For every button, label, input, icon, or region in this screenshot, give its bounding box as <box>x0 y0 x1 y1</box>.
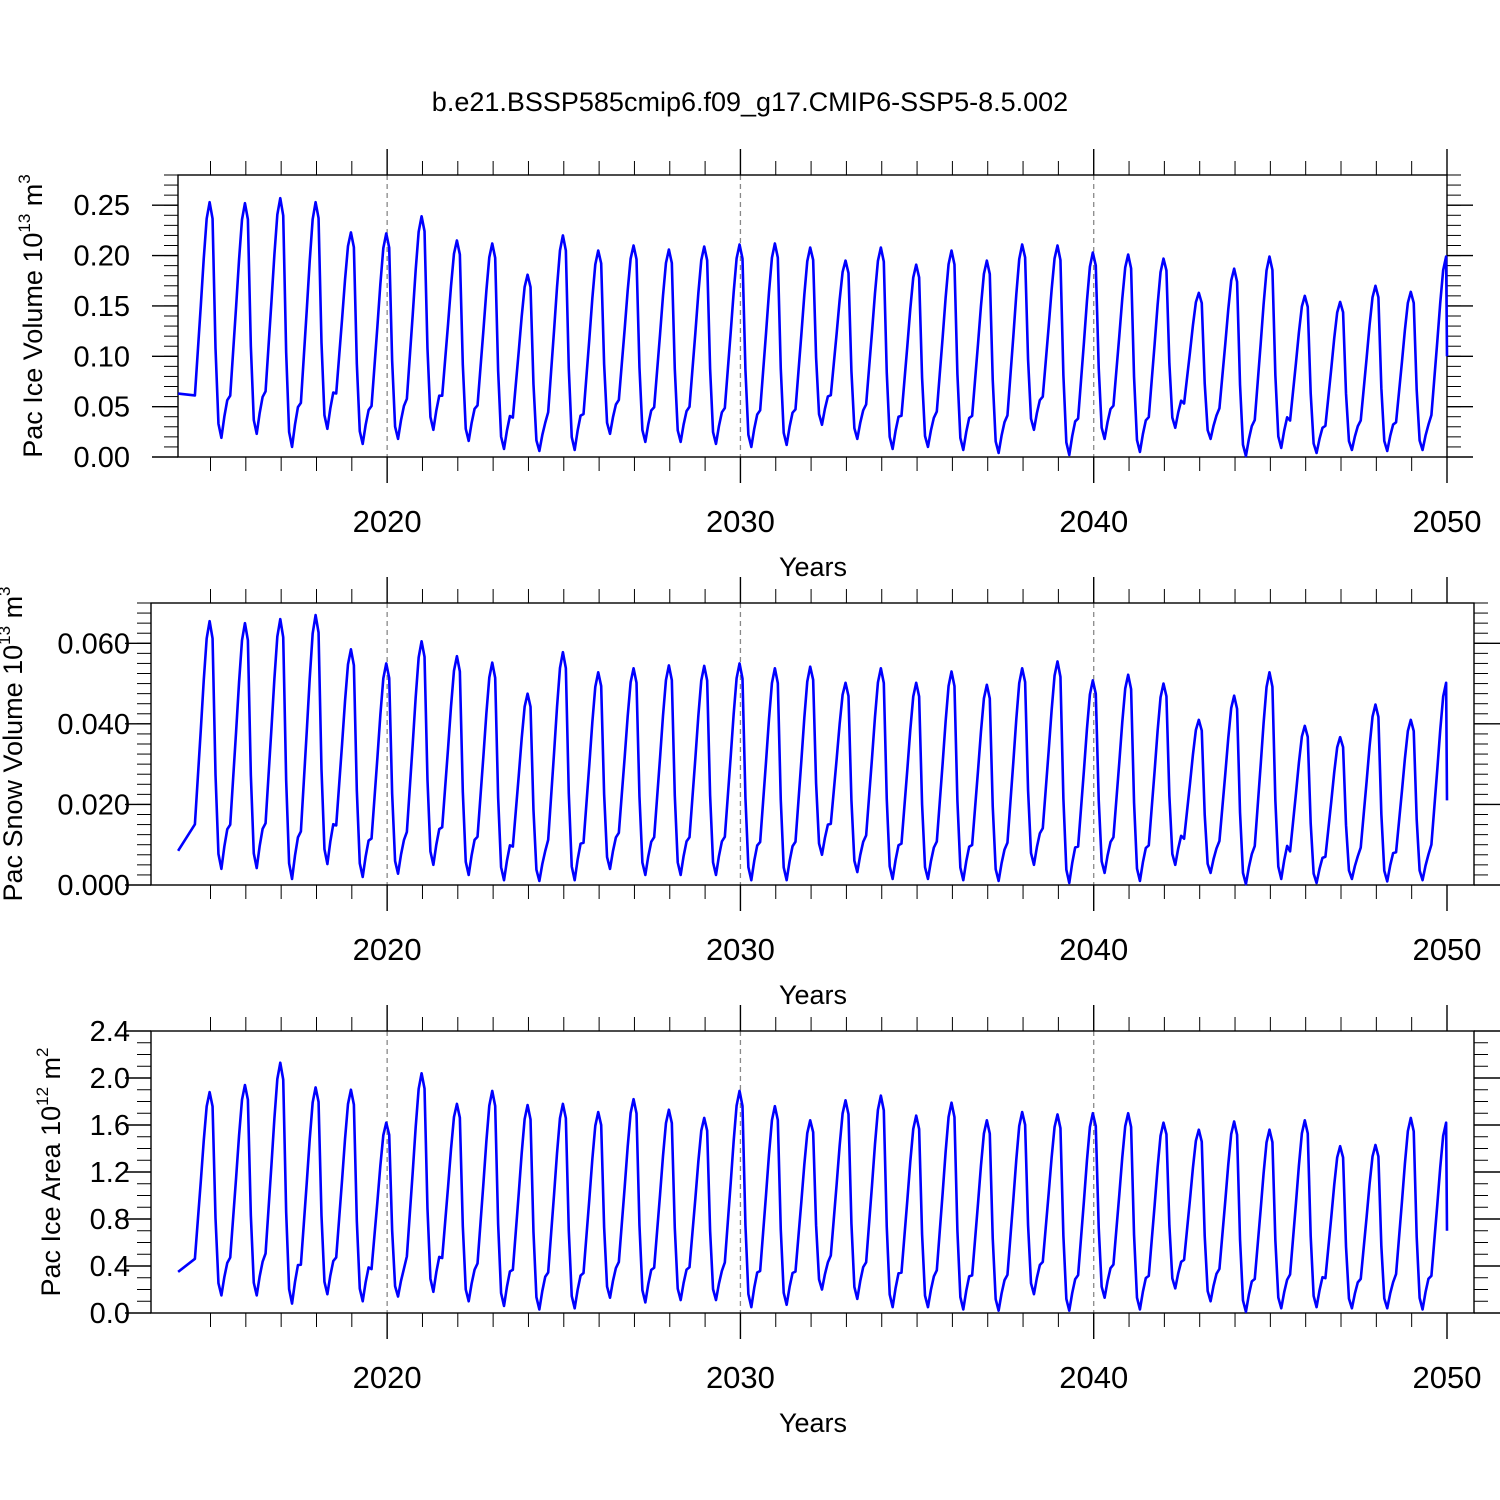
y-tick-label: 0.8 <box>90 1204 130 1236</box>
series-line <box>177 196 1449 458</box>
y-tick-label: 2.4 <box>90 1016 130 1048</box>
panels: 0.00 0.05 0.10 0.15 0.20 0.25 2020 2030 2040 2050… <box>0 149 1500 1438</box>
x-tick-label: 2050 <box>1413 1360 1482 1395</box>
y-axis-label-unit-exponent: 2 <box>33 1047 52 1056</box>
y-tick-label: 0.4 <box>90 1251 130 1283</box>
y-axis-label-unit-exponent: 3 <box>0 586 14 595</box>
y-axis-label-exponent: 13 <box>15 214 34 233</box>
y-tick-label: 0.000 <box>57 870 130 902</box>
x-axis-label: Years <box>779 1408 847 1438</box>
y-axis-label-unit: m <box>0 596 28 626</box>
y-tick-label: 1.6 <box>90 1110 130 1142</box>
x-axis-label: Years <box>779 980 847 1010</box>
y-tick-label: 2.0 <box>90 1063 130 1095</box>
plot-frame <box>150 1030 1475 1314</box>
y-axis-label-main: Pac Ice Area 10 <box>36 1106 66 1297</box>
y-axis-label-unit: m <box>18 184 48 214</box>
y-axis-label-main: Pac Ice Volume 10 <box>18 233 48 458</box>
x-tick-label: 2040 <box>1059 932 1128 967</box>
y-tick-label: 0.040 <box>57 709 130 741</box>
y-tick-label: 0.05 <box>74 392 130 424</box>
x-tick-label: 2030 <box>706 504 775 539</box>
chart-panel-2: 0.000 0.020 0.040 0.060 2020 2030 2040 2050 Year… <box>0 577 1500 1010</box>
x-tick-label: 2050 <box>1413 504 1482 539</box>
series-line <box>177 1061 1449 1314</box>
x-axis-label: Years <box>779 552 847 582</box>
x-tick-label: 2020 <box>353 504 422 539</box>
y-tick-label: 0.020 <box>57 789 130 821</box>
y-tick-label: 1.2 <box>90 1157 130 1189</box>
y-tick-label: 0.00 <box>74 442 130 474</box>
chart-panel-3: 0.0 0.4 0.8 1.2 1.6 2.0 2.4 2020 2030 2040 2050 Yea… <box>33 1005 1500 1438</box>
chart-panel-1: 0.00 0.05 0.10 0.15 0.20 0.25 2020 2030 2040 2050… <box>15 149 1481 582</box>
y-axis-label-exponent: 12 <box>33 1087 52 1106</box>
y-tick-label: 0.0 <box>90 1298 130 1330</box>
x-tick-label: 2050 <box>1413 932 1482 967</box>
x-tick-label: 2030 <box>706 932 775 967</box>
y-axis-label-unit: m <box>36 1057 66 1087</box>
figure-title: b.e21.BSSP585cmip6.f09_g17.CMIP6-SSP5-8.… <box>432 87 1068 117</box>
y-axis-label-main: Pac Snow Volume 10 <box>0 645 28 902</box>
x-tick-label: 2030 <box>706 1360 775 1395</box>
y-axis-label-exponent: 13 <box>0 626 14 645</box>
y-tick-label: 0.15 <box>74 291 130 323</box>
series-line <box>177 613 1449 886</box>
y-tick-label: 0.10 <box>74 341 130 373</box>
y-axis-label: Pac Ice Area 1012 m2 <box>33 1047 66 1296</box>
x-tick-label: 2040 <box>1059 1360 1128 1395</box>
x-tick-label: 2020 <box>353 1360 422 1395</box>
y-axis-label: Pac Snow Volume 1013 m3 <box>0 586 28 901</box>
y-tick-label: 0.20 <box>74 241 130 273</box>
y-tick-label: 0.060 <box>57 628 130 660</box>
x-tick-label: 2020 <box>353 932 422 967</box>
y-axis-label-unit-exponent: 3 <box>15 174 34 183</box>
y-axis-label: Pac Ice Volume 1013 m3 <box>15 174 48 458</box>
x-tick-label: 2040 <box>1059 504 1128 539</box>
y-tick-label: 0.25 <box>74 190 130 222</box>
plot-frame <box>150 602 1475 886</box>
